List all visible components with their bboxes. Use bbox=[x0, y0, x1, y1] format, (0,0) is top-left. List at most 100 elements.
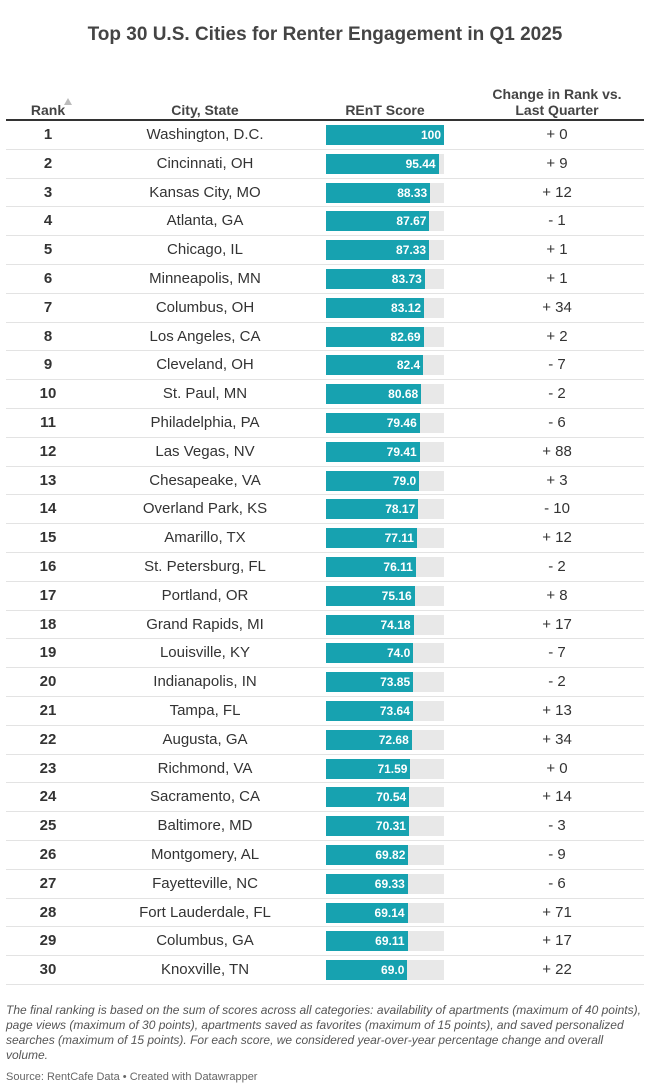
score-label: 80.68 bbox=[388, 387, 419, 402]
table-row: 26 Montgomery, AL 69.82 - 9 bbox=[6, 841, 644, 870]
city: Philadelphia, PA bbox=[150, 414, 260, 431]
table-row: 17 Portland, OR 75.16 + 8 bbox=[6, 582, 644, 611]
score-label: 95.44 bbox=[405, 156, 436, 171]
score-label: 79.46 bbox=[386, 416, 417, 430]
rank: 4 bbox=[43, 212, 53, 230]
table-row: 20 Indianapolis, IN 73.85 - 2 bbox=[6, 668, 644, 697]
score-bar bbox=[326, 672, 414, 693]
score-label: 87.67 bbox=[396, 214, 427, 229]
score-label: 82.69 bbox=[390, 329, 421, 344]
header-rule bbox=[6, 119, 644, 121]
rank: 16 bbox=[39, 558, 57, 575]
rank-change: + 34 bbox=[542, 730, 572, 748]
col-header: Rank bbox=[30, 102, 66, 118]
table-row: 9 Cleveland, OH 82.4 - 7 bbox=[6, 351, 644, 381]
city: Las Vegas, NV bbox=[155, 442, 255, 460]
city: Washington, D.C. bbox=[146, 126, 264, 143]
score-label: 70.31 bbox=[375, 819, 406, 834]
city: Portland, OR bbox=[161, 586, 249, 604]
score-label: 79.0 bbox=[392, 473, 417, 488]
city: Kansas City, MO bbox=[149, 183, 261, 201]
score-label: 83.12 bbox=[391, 300, 422, 315]
city: Richmond, VA bbox=[157, 759, 253, 777]
score-bar bbox=[326, 384, 422, 405]
city: St. Petersburg, FL bbox=[144, 558, 266, 575]
rank-change: - 6 bbox=[548, 414, 566, 431]
rank: 10 bbox=[39, 385, 57, 403]
score-bar bbox=[326, 701, 413, 721]
score-label: 76.11 bbox=[383, 560, 413, 574]
city: Fort Lauderdale, FL bbox=[139, 903, 271, 921]
table-row: 3 Kansas City, MO 88.33 + 12 bbox=[6, 179, 644, 208]
city: Montgomery, AL bbox=[150, 846, 260, 863]
score-bar bbox=[326, 182, 431, 203]
rank-change: + 8 bbox=[546, 586, 568, 604]
score-bar bbox=[326, 845, 409, 865]
score-bar bbox=[326, 960, 408, 981]
city: Indianapolis, IN bbox=[153, 673, 257, 691]
rank-change: - 2 bbox=[548, 558, 566, 575]
rank: 1 bbox=[43, 126, 53, 143]
rank-change: - 1 bbox=[548, 212, 566, 230]
score-label: 79.41 bbox=[386, 444, 417, 459]
rank-change: + 0 bbox=[546, 759, 568, 777]
rank-change: + 12 bbox=[542, 529, 572, 547]
score-label: 88.33 bbox=[397, 185, 428, 200]
score-label: 74.18 bbox=[380, 617, 411, 632]
rank: 25 bbox=[39, 817, 57, 835]
source: Source: RentCafe Data • Created with Dat… bbox=[6, 1071, 258, 1083]
score-bar bbox=[326, 441, 420, 462]
col-header: City, State bbox=[171, 102, 239, 118]
col-header: REnT Score bbox=[345, 102, 425, 118]
table-row: 22 Augusta, GA 72.68 + 34 bbox=[6, 726, 644, 755]
score-bar bbox=[326, 125, 444, 145]
rank-change: - 6 bbox=[548, 874, 566, 892]
table-row: 14 Overland Park, KS 78.17 - 10 bbox=[6, 495, 644, 525]
table-row: 6 Minneapolis, MN 83.73 + 1 bbox=[6, 265, 644, 294]
rank: 7 bbox=[43, 298, 53, 316]
table-row: 10 St. Paul, MN 80.68 - 2 bbox=[6, 380, 644, 409]
sort-arrow[interactable] bbox=[64, 98, 72, 105]
rank: 21 bbox=[39, 702, 57, 719]
rank-change: - 10 bbox=[544, 500, 570, 518]
rank: 5 bbox=[43, 241, 53, 259]
rank: 6 bbox=[43, 270, 53, 287]
table-row: 4 Atlanta, GA 87.67 - 1 bbox=[6, 207, 644, 237]
score-label: 77.11 bbox=[384, 531, 414, 546]
city: Columbus, OH bbox=[155, 298, 255, 316]
score-bar bbox=[326, 355, 424, 376]
score-label: 83.73 bbox=[391, 272, 422, 286]
rank: 8 bbox=[43, 327, 53, 345]
city: Minneapolis, MN bbox=[149, 270, 261, 287]
score-bar bbox=[326, 729, 412, 750]
rank-change: + 22 bbox=[542, 961, 572, 979]
score-bar bbox=[326, 585, 415, 606]
rank: 28 bbox=[39, 903, 57, 921]
rank: 26 bbox=[39, 846, 57, 863]
title: Top 30 U.S. Cities for Renter Engagement… bbox=[87, 24, 563, 45]
table-row: 2 Cincinnati, OH 95.44 + 9 bbox=[6, 150, 644, 179]
score-bar bbox=[326, 240, 430, 261]
city: Cleveland, OH bbox=[156, 356, 254, 374]
table-row: 12 Las Vegas, NV 79.41 + 88 bbox=[6, 438, 644, 467]
city: Atlanta, GA bbox=[166, 212, 244, 230]
rank-change: + 1 bbox=[546, 241, 568, 259]
rank-change: - 2 bbox=[548, 673, 566, 691]
city: Los Angeles, CA bbox=[149, 327, 261, 345]
rank-change: - 2 bbox=[548, 385, 566, 403]
table-row: 15 Amarillo, TX 77.11 + 12 bbox=[6, 524, 644, 553]
city: Tampa, FL bbox=[169, 702, 241, 719]
table-row: 19 Louisville, KY 74.0 - 7 bbox=[6, 639, 644, 669]
rank: 30 bbox=[39, 961, 57, 979]
score-label: 87.33 bbox=[396, 243, 427, 258]
rank-change: + 71 bbox=[542, 903, 572, 921]
rank-change: - 9 bbox=[548, 846, 566, 863]
city: St. Paul, MN bbox=[162, 385, 248, 403]
table-row: 8 Los Angeles, CA 82.69 + 2 bbox=[6, 323, 644, 352]
table-row: 21 Tampa, FL 73.64 + 13 bbox=[6, 697, 644, 726]
score-label: 100 bbox=[420, 128, 441, 142]
city: Columbus, GA bbox=[156, 932, 254, 950]
score-label: 72.68 bbox=[378, 732, 409, 747]
table-row: 23 Richmond, VA 71.59 + 0 bbox=[6, 755, 644, 784]
table-row: 30 Knoxville, TN 69.0 + 22 bbox=[6, 956, 644, 985]
